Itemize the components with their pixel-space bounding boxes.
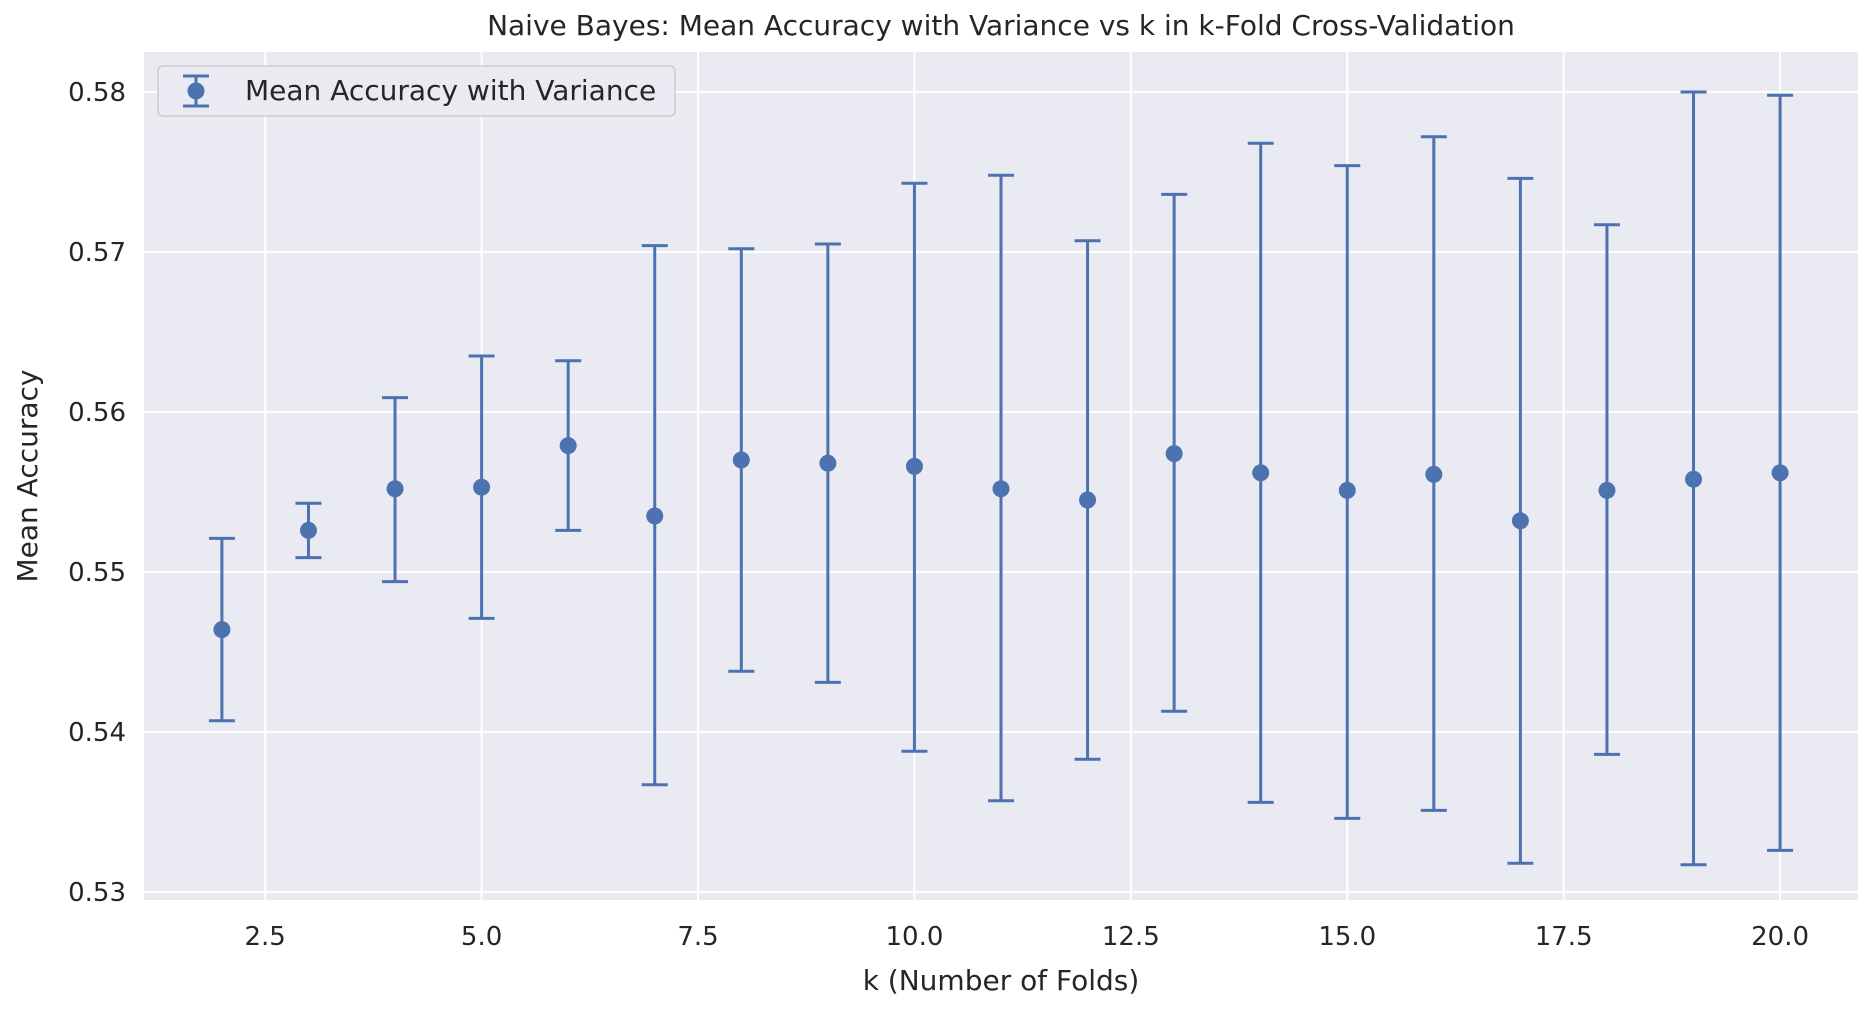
errorbar-point-k12 (1074, 239, 1101, 761)
x-tick-label: 12.5 (1102, 922, 1160, 952)
x-tick-label: 5.0 (461, 922, 502, 952)
x-tick-label: 15.0 (1318, 922, 1376, 952)
y-tick-label: 0.58 (68, 78, 126, 108)
errorbar-point-k11 (988, 173, 1014, 803)
mean-accuracy-point (1252, 464, 1270, 482)
errorbar-point-k15 (1334, 164, 1361, 820)
y-axis-label: Mean Accuracy (11, 369, 44, 582)
errorbar-point-k19 (1680, 90, 1707, 867)
errorbar-point-k9 (814, 242, 841, 684)
legend-marker-icon (183, 74, 209, 108)
mean-accuracy-point (992, 480, 1010, 498)
errorbar-point-k20 (1767, 93, 1794, 852)
errorbar-point-k2 (208, 536, 235, 723)
errorbar-point-k4 (382, 396, 409, 584)
errorbar-point-k16 (1420, 135, 1447, 812)
y-tick-label: 0.54 (68, 718, 126, 748)
mean-accuracy-point (1425, 465, 1443, 483)
mean-accuracy-point (299, 521, 317, 539)
mean-accuracy-point (905, 457, 923, 475)
errorbar-point-k14 (1247, 141, 1274, 804)
mean-accuracy-point (1771, 464, 1789, 482)
errorbar-point-k10 (901, 181, 928, 753)
mean-accuracy-point (1338, 481, 1356, 499)
errorbar-point-k7 (641, 244, 668, 787)
errorbar-point-k13 (1161, 192, 1188, 713)
x-axis-label: k (Number of Folds) (863, 964, 1140, 997)
x-tick-label: 20.0 (1751, 922, 1809, 952)
y-tick-label: 0.53 (68, 878, 126, 908)
data-marks (208, 90, 1794, 867)
legend-label: Mean Accuracy with Variance (245, 74, 656, 107)
mean-accuracy-point (1685, 470, 1703, 488)
chart-title: Naive Bayes: Mean Accuracy with Variance… (487, 9, 1515, 42)
x-tick-label: 10.0 (885, 922, 943, 952)
y-tick-label: 0.55 (68, 558, 126, 588)
errorbar-point-k17 (1507, 176, 1534, 865)
mean-accuracy-point (386, 480, 404, 498)
mean-accuracy-point (732, 451, 750, 469)
y-tick-label: 0.56 (68, 398, 126, 428)
x-tick-label: 17.5 (1535, 922, 1593, 952)
legend: Mean Accuracy with Variance (157, 65, 676, 117)
mean-accuracy-point (1598, 481, 1616, 499)
x-tick-label: 7.5 (677, 922, 718, 952)
errorbar-point-k5 (468, 354, 495, 620)
errorbar-point-k18 (1593, 223, 1620, 756)
mean-accuracy-point (1079, 491, 1097, 509)
mean-accuracy-point (819, 454, 837, 472)
mean-accuracy-point (1511, 512, 1529, 530)
errorbar-point-k6 (555, 359, 582, 532)
errorbar-point-k8 (728, 247, 755, 673)
errorbar-point-k3 (295, 501, 322, 560)
mean-accuracy-point (213, 621, 231, 639)
tick-labels: 2.5 5.0 7.5 10.0 12.5 15.0 17.5 20.0 0.53 0.54 0.5… (68, 78, 1809, 952)
x-tick-label: 2.5 (245, 922, 286, 952)
y-tick-label: 0.57 (68, 238, 126, 268)
legend-box (157, 65, 676, 117)
mean-accuracy-point (559, 437, 577, 455)
mean-accuracy-point (473, 478, 491, 496)
mean-accuracy-point (1165, 445, 1183, 463)
mean-accuracy-point (646, 507, 664, 525)
